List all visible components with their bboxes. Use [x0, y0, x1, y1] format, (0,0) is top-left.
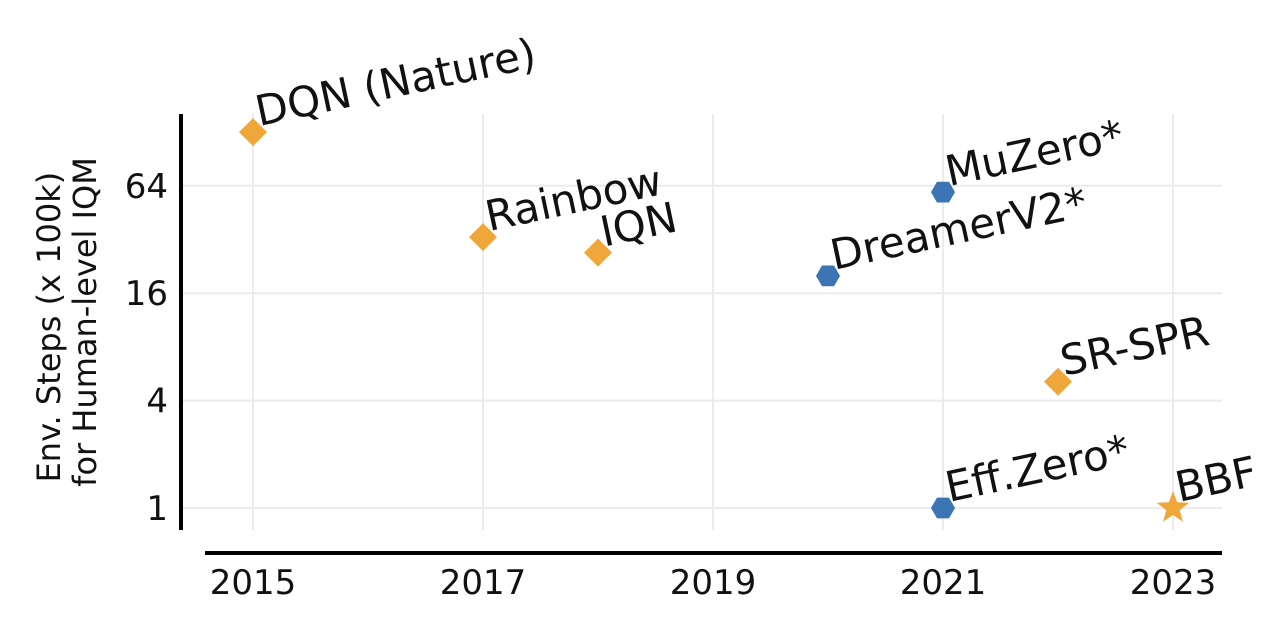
point-label-eff-zero: Eff.Zero* — [941, 425, 1134, 512]
x-ticks: 2015 2017 2019 2021 2023 — [210, 563, 1217, 603]
grid — [181, 114, 1222, 530]
y-tick-label: 64 — [125, 167, 168, 207]
marker-rainbow — [469, 223, 497, 252]
y-ticks: 1 4 16 64 — [125, 167, 168, 529]
y-tick-label: 4 — [146, 382, 168, 422]
point-label-muzero: MuZero* — [941, 110, 1128, 195]
marker-eff-zero — [931, 497, 955, 519]
x-tick-label: 2015 — [210, 563, 297, 603]
y-axis-label-line-2: for Human-level IQM — [66, 157, 104, 487]
marker-dreamerv2 — [816, 265, 840, 287]
point-label-dqn-nature: DQN (Nature) — [251, 29, 540, 136]
x-tick-label: 2023 — [1130, 563, 1217, 603]
x-tick-label: 2021 — [900, 563, 987, 603]
y-tick-label: 16 — [125, 274, 168, 314]
marker-iqn — [584, 238, 612, 267]
x-tick-label: 2017 — [440, 563, 527, 603]
point-label-bbf: BBF — [1171, 447, 1261, 512]
marker-bbf — [1156, 491, 1190, 522]
y-tick-label: 1 — [146, 489, 168, 529]
marker-muzero — [931, 181, 955, 203]
data-points: DQN (Nature)RainbowIQNMuZero*DreamerV2*S… — [239, 29, 1261, 522]
x-tick-label: 2019 — [670, 563, 757, 603]
marker-sr-spr — [1044, 367, 1072, 396]
y-axis-label-line-1: Env. Steps (x 100k) — [30, 172, 68, 483]
point-label-sr-spr: SR-SPR — [1056, 306, 1213, 385]
marker-dqn-nature — [239, 118, 267, 147]
y-axis-label: Env. Steps (x 100k) for Human-level IQM — [30, 157, 104, 487]
